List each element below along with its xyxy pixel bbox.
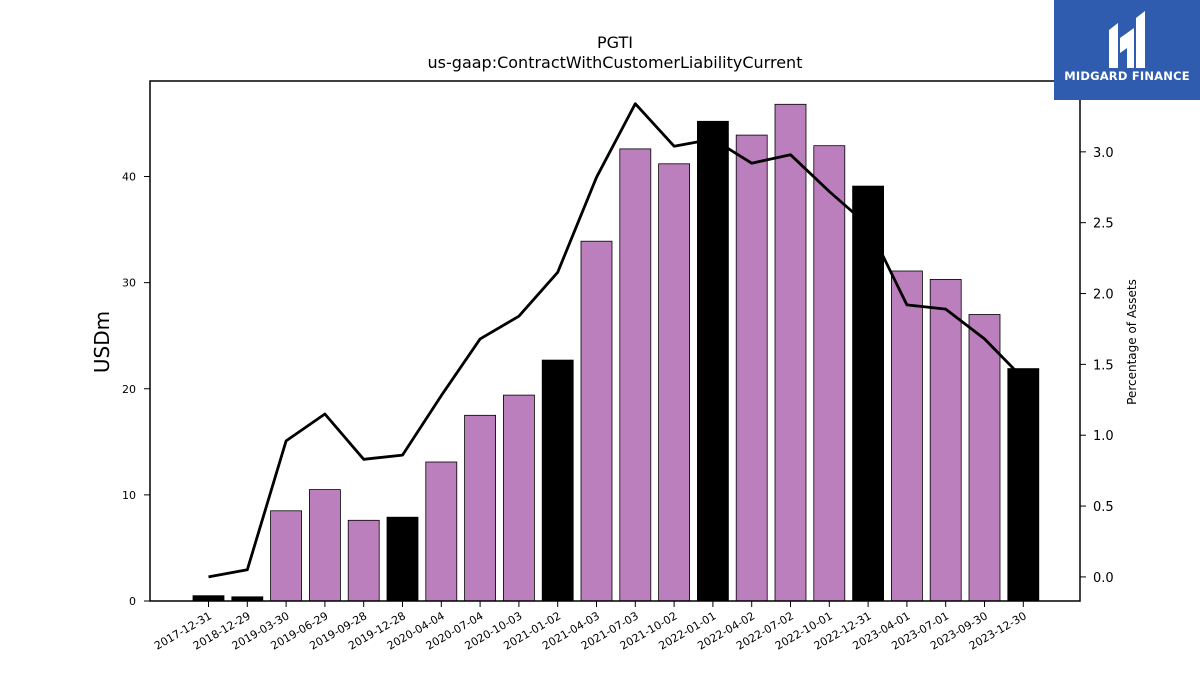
- brand-logo: MIDGARD FINANCE: [1054, 0, 1200, 100]
- bar: [1007, 368, 1040, 602]
- bar: [541, 359, 574, 602]
- right-ticks-group: 0.0 0.5 1.0 1.5 2.0 2.5 3.0: [1080, 146, 1114, 586]
- bar: [852, 185, 884, 602]
- y-right-tick-label: 0.0: [1093, 571, 1114, 586]
- y-tick-label: 20: [122, 383, 136, 396]
- y-right-tick-label: 1.0: [1093, 429, 1114, 444]
- y-tick-label: 30: [122, 277, 136, 290]
- line-group: [208, 102, 1025, 579]
- chart-subtitle: us-gaap:ContractWithCustomerLiabilityCur…: [428, 53, 803, 72]
- y-axis-label: USDm: [90, 311, 114, 373]
- bar: [619, 148, 652, 602]
- y-tick-label: 40: [122, 171, 136, 184]
- bar: [891, 270, 923, 602]
- logo-text: MIDGARD FINANCE: [1064, 69, 1190, 83]
- bar: [464, 414, 497, 602]
- bar: [386, 516, 419, 602]
- plot-frame: [149, 80, 1081, 602]
- bar: [308, 489, 341, 602]
- bar: [192, 595, 225, 602]
- y-tick-label: 10: [122, 489, 136, 502]
- left-ticks-group: 0 10 20 30 40: [122, 171, 150, 608]
- y-right-tick-label: 2.5: [1093, 217, 1114, 232]
- bar: [774, 103, 807, 602]
- y-right-tick-label: 2.0: [1093, 288, 1114, 303]
- y-axis-right-label: Percentage of Assets: [1125, 279, 1139, 405]
- bar: [425, 461, 458, 602]
- bar: [347, 519, 380, 602]
- bar: [968, 314, 1001, 602]
- bar: [270, 510, 303, 602]
- bar: [813, 145, 846, 602]
- logo-mark-icon: [1109, 11, 1145, 68]
- bars-group: [192, 103, 1040, 602]
- assets-percentage-line: [208, 102, 1025, 579]
- y-right-tick-label: 0.5: [1093, 500, 1114, 515]
- bar: [580, 240, 613, 602]
- bar: [735, 134, 768, 602]
- y-right-tick-label: 3.0: [1093, 146, 1114, 161]
- chart-title: PGTI: [597, 33, 633, 52]
- x-ticks-group: 2017-12-312018-12-292019-03-302019-06-29…: [152, 601, 1029, 653]
- bar: [658, 163, 690, 602]
- y-right-tick-label: 1.5: [1093, 358, 1114, 373]
- bar: [929, 278, 962, 602]
- bar: [502, 394, 535, 602]
- bar: [697, 120, 729, 602]
- y-tick-label: 0: [129, 595, 136, 608]
